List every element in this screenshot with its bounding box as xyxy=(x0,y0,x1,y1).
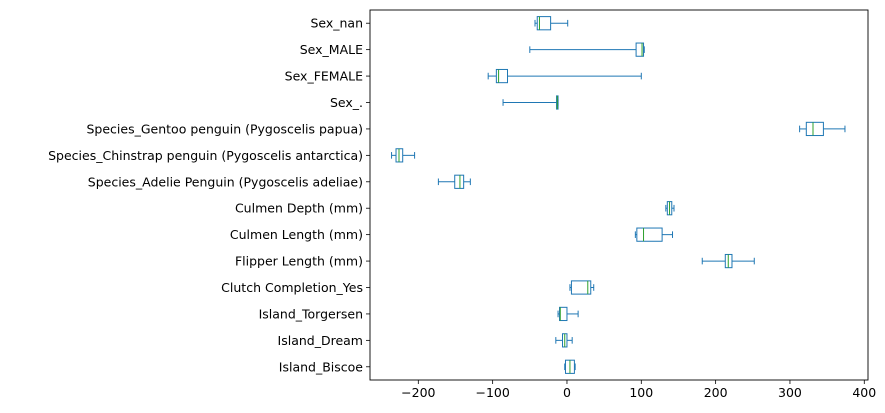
y-tick-label: Species_Chinstrap penguin (Pygoscelis an… xyxy=(48,148,363,163)
x-axis-ticks: −200 −100 0 100 200 300 400 xyxy=(401,380,876,400)
y-tick-label: Culmen Depth (mm) xyxy=(235,201,363,216)
box-6 xyxy=(665,201,675,216)
box-2 xyxy=(557,306,579,322)
x-tick-label: −100 xyxy=(475,385,509,400)
box-iqr xyxy=(536,16,552,31)
y-tick-label: Sex_MALE xyxy=(300,42,363,57)
y-tick-label: Sex_nan xyxy=(310,16,363,31)
plot-area-frame xyxy=(369,9,869,381)
box-iqr xyxy=(805,121,824,137)
y-tick-label: Species_Gentoo penguin (Pygoscelis papua… xyxy=(87,121,364,136)
box-iqr xyxy=(636,227,663,242)
box-1 xyxy=(555,333,573,348)
box-iqr xyxy=(454,174,465,189)
box-9 xyxy=(799,121,846,137)
y-axis-ticks: Island_Biscoe Island_Dream Island_Torgerse… xyxy=(48,16,370,374)
y-tick-label: Island_Biscoe xyxy=(279,359,364,374)
y-tick-label: Island_Torgersen xyxy=(259,306,363,321)
box-iqr xyxy=(495,68,509,84)
box-plot-series xyxy=(391,16,846,374)
box-iqr xyxy=(559,306,568,322)
box-5 xyxy=(634,227,674,242)
y-tick-label: Culmen Length (mm) xyxy=(230,227,363,242)
x-tick-label: 300 xyxy=(778,385,802,400)
box-iqr xyxy=(570,280,592,295)
y-tick-label: Island_Dream xyxy=(278,333,363,348)
box-0 xyxy=(564,359,576,374)
x-tick-label: −200 xyxy=(401,385,435,400)
box-8 xyxy=(391,148,416,163)
box-10 xyxy=(502,95,559,110)
y-tick-label: Sex_. xyxy=(330,95,363,110)
box-iqr xyxy=(635,42,645,57)
box-4 xyxy=(701,253,755,269)
box-11 xyxy=(487,68,642,84)
box-13 xyxy=(534,16,569,31)
box-3 xyxy=(569,280,595,295)
x-tick-label: 400 xyxy=(852,385,876,400)
box-7 xyxy=(437,174,471,189)
x-tick-label: 100 xyxy=(629,385,653,400)
x-tick-label: 200 xyxy=(704,385,728,400)
y-tick-label: Sex_FEMALE xyxy=(285,69,363,84)
box-12 xyxy=(529,42,645,57)
y-tick-label: Clutch Completion_Yes xyxy=(221,280,363,295)
y-tick-label: Flipper Length (mm) xyxy=(235,254,363,269)
x-tick-label: 0 xyxy=(563,385,571,400)
y-tick-label: Species_Adelie Penguin (Pygoscelis adeli… xyxy=(88,174,363,189)
